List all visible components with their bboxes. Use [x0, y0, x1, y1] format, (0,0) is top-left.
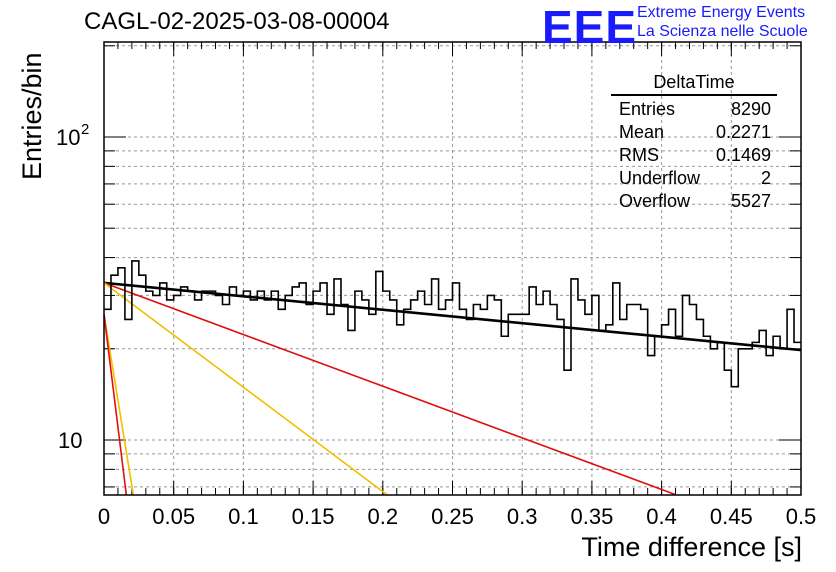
- eee-logo: EEE: [542, 1, 638, 53]
- logo-caption: Extreme Energy Events La Scienza nelle S…: [637, 3, 808, 41]
- x-tick-label: 0.5: [786, 504, 817, 529]
- stats-row: Entries 8290: [611, 98, 777, 121]
- y-tick-label: 10: [56, 125, 80, 150]
- stats-title: DeltaTime: [611, 72, 777, 96]
- fit-line: [103, 314, 135, 495]
- stats-value: 0.1469: [715, 145, 771, 165]
- stats-label: Overflow: [619, 191, 691, 211]
- fit-line: [103, 314, 128, 495]
- logo-line-1: Extreme Energy Events: [637, 4, 806, 21]
- stats-row: Underflow 2: [611, 167, 777, 190]
- axis-ticks: [103, 42, 802, 495]
- grid-lines: [104, 42, 801, 495]
- plot-frame: [103, 41, 802, 496]
- stats-value: 0.2271: [715, 122, 771, 142]
- stats-label: Mean: [619, 122, 665, 142]
- x-axis-label: Time difference [s]: [581, 532, 802, 562]
- histogram-bars: [104, 260, 801, 388]
- logo-line-2: La Scienza nelle Scuole: [637, 23, 808, 40]
- x-tick-label: 0.4: [646, 504, 677, 529]
- stats-row: Mean 0.2271: [611, 121, 777, 144]
- stats-label: Underflow: [619, 168, 701, 188]
- chart-title: CAGL-02-2025-03-08-00004: [84, 8, 390, 35]
- x-tick-label: 0.2: [368, 504, 399, 529]
- stats-label: RMS: [619, 145, 659, 165]
- stats-box: DeltaTime Entries 8290 Mean 0.2271 RMS 0.14…: [611, 72, 777, 213]
- stats-value: 5527: [730, 191, 771, 211]
- stats-value: 2: [760, 168, 771, 188]
- stats-row: Overflow 5527: [611, 190, 777, 213]
- x-tick-label: 0.45: [710, 504, 753, 529]
- histogram-outline: [104, 260, 801, 388]
- x-tick-label: 0.25: [431, 504, 474, 529]
- x-tick-label: 0.35: [570, 504, 613, 529]
- x-tick-label: 0: [98, 504, 110, 529]
- x-tick-label: 0.1: [228, 504, 259, 529]
- tick-labels: 0 0.05 0.1 0.15 0.2 0.25 0.3 0.35 0.4 0.45 0.5 10 10…: [56, 121, 816, 529]
- y-axis-label: Entries/bin: [17, 52, 47, 180]
- x-tick-label: 0.05: [152, 504, 195, 529]
- fit-lines: [103, 281, 802, 496]
- stats-value: 8290: [730, 99, 771, 119]
- fit-line: [103, 282, 388, 496]
- y-tick-label: 10: [58, 428, 82, 453]
- x-tick-label: 0.15: [292, 504, 335, 529]
- y-tick-label-exponent: 2: [81, 121, 89, 138]
- stats-label: Entries: [619, 99, 676, 119]
- stats-row: RMS 0.1469: [611, 144, 777, 167]
- fit-line: [103, 282, 676, 496]
- fit-line: [103, 281, 802, 352]
- x-tick-label: 0.3: [507, 504, 538, 529]
